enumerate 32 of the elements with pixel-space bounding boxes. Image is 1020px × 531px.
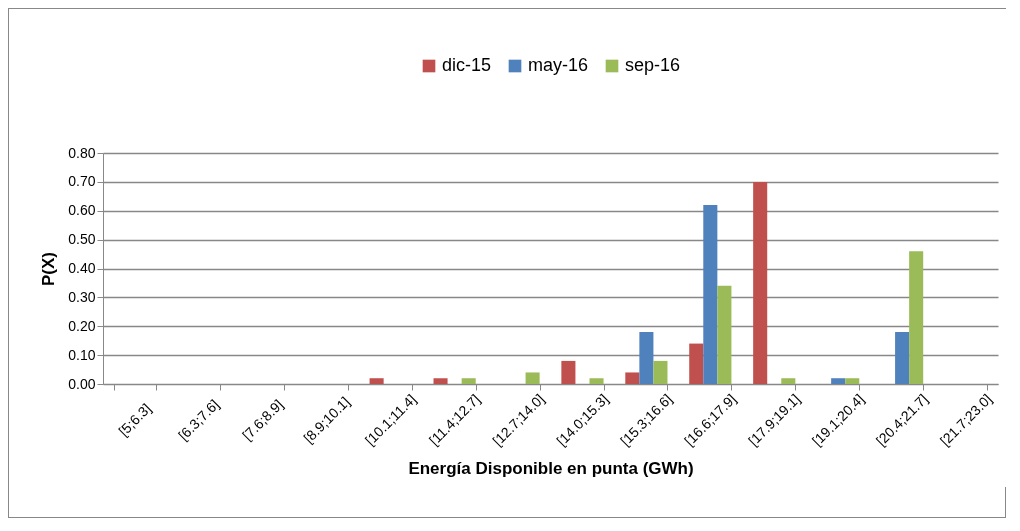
y-tick-label: 0.50 [68, 231, 96, 248]
bar [625, 372, 640, 384]
legend-label: may-16 [528, 55, 589, 75]
bar [689, 343, 704, 384]
bar [525, 372, 540, 384]
bar [753, 181, 768, 384]
bar [589, 378, 604, 384]
y-tick-label: 0.00 [68, 375, 96, 392]
bar [653, 360, 668, 384]
bar [461, 378, 476, 384]
bar [639, 332, 654, 384]
bar [909, 251, 924, 384]
y-tick-label: 0.60 [68, 202, 96, 219]
y-tick-label: 0.80 [68, 144, 96, 161]
legend-label: sep-16 [625, 55, 681, 75]
bar [781, 378, 796, 384]
y-tick-label: 0.20 [68, 317, 96, 334]
y-tick-label: 0.40 [68, 260, 96, 276]
bar [845, 378, 860, 384]
bar [717, 285, 732, 384]
x-axis-title: Energía Disponible en punta (GWh) [408, 458, 694, 478]
y-tick-label: 0.10 [68, 346, 96, 363]
bar [895, 332, 910, 384]
y-tick-label: 0.30 [68, 288, 96, 305]
y-axis-title: P(X) [39, 252, 59, 286]
legend-label: dic-15 [442, 55, 492, 75]
bar [433, 378, 448, 384]
bar [703, 204, 718, 384]
bar [561, 360, 576, 384]
bar [831, 378, 846, 384]
y-tick-label: 0.70 [68, 173, 96, 190]
bar [369, 378, 384, 384]
